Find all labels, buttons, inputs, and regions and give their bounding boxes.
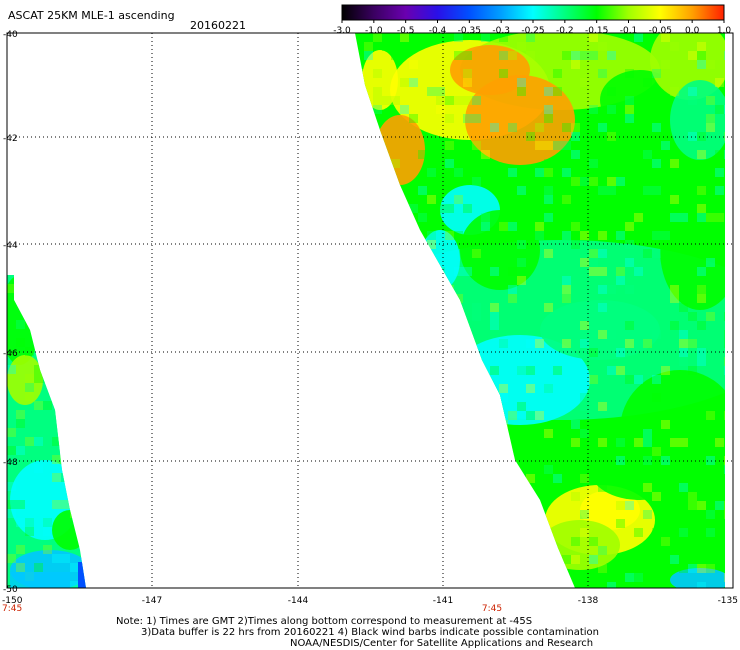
colorbar-tick-label: 1.0: [717, 26, 732, 36]
colorbar-tick-label: -3.0: [333, 26, 351, 36]
graticule: [7, 33, 733, 588]
colorbar-gradient: [342, 5, 724, 20]
colorbar-tick-label: -0.1: [620, 26, 638, 36]
map-frame: [6, 32, 734, 589]
east-swath: [355, 33, 725, 588]
note-line-1: Note: 1) Times are GMT 2)Times along bot…: [116, 616, 533, 627]
colorbar-tick-labels: -3.0 -1.0 -0.5 -0.4 -0.35 -0.3 -0.25 -0.2 -0.15 -…: [333, 26, 731, 36]
colorbar-tick-label: -1.0: [365, 26, 383, 36]
lon-label: -135: [718, 596, 738, 606]
product-title: ASCAT 25KM MLE-1 ascending: [8, 9, 175, 22]
colorbar: [341, 4, 725, 23]
lat-label: -44: [3, 241, 18, 251]
note-line-2: 3)Data buffer is 22 hrs from 20160221 4)…: [141, 627, 599, 638]
west-swath: [7, 275, 86, 588]
wind-swaths: [7, 33, 725, 588]
colorbar-tick-label: -0.5: [397, 26, 415, 36]
colorbar-tick-label: -0.35: [458, 26, 481, 36]
colorbar-tick-label: -0.15: [585, 26, 608, 36]
lon-label: -150: [2, 596, 23, 606]
product-date: 20160221: [190, 19, 246, 32]
lat-label: -50: [3, 585, 18, 595]
time-label: 7:45: [482, 604, 502, 614]
colorbar-tick-label: 0.0: [685, 26, 700, 36]
time-label: 7:45: [2, 604, 22, 614]
lon-label: -147: [142, 596, 162, 606]
colorbar-tick-label: -0.05: [649, 26, 672, 36]
lon-label: -144: [288, 596, 309, 606]
colorbar-tick-label: -0.3: [492, 26, 510, 36]
colorbar-tick-label: -0.2: [556, 26, 574, 36]
lat-label: -42: [3, 134, 18, 144]
latitude-labels: -40 -42 -44 -46 -48 -50: [3, 30, 18, 595]
time-labels: 7:45 7:45: [2, 604, 502, 614]
lat-label: -46: [3, 349, 18, 359]
colorbar-tick-label: -0.25: [521, 26, 544, 36]
colorbar-tick-label: -0.4: [429, 26, 447, 36]
lon-label: -141: [433, 596, 453, 606]
longitude-labels: -150 -147 -144 -141 -138 -135: [2, 596, 738, 606]
lat-label: -48: [3, 458, 18, 468]
lat-label: -40: [3, 30, 18, 40]
lon-label: -138: [578, 596, 599, 606]
note-line-3: NOAA/NESDIS/Center for Satellite Applica…: [290, 638, 594, 649]
